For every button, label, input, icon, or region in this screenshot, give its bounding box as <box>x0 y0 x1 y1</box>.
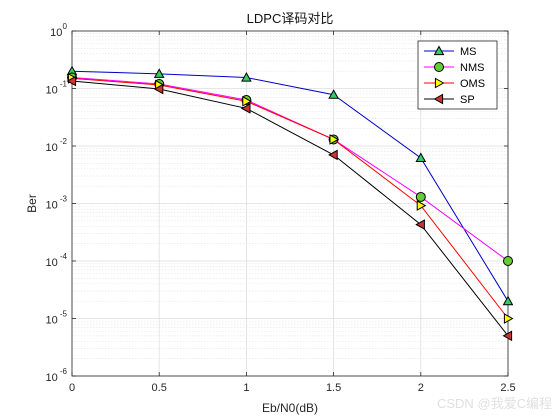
y-tick-exponent: -1 <box>60 80 68 89</box>
legend-swatch-marker <box>434 77 445 89</box>
y-tick-label: -610 <box>46 367 68 384</box>
y-tick-base: 10 <box>46 142 58 154</box>
data-point <box>328 89 339 99</box>
data-point <box>503 256 513 266</box>
y-tick-label: 010 <box>50 22 67 39</box>
chart-title: LDPC译码对比 <box>247 11 334 26</box>
legend-item-oms: OMS <box>424 77 485 90</box>
y-tick-exponent: -5 <box>60 310 68 319</box>
legend-item-nms: NMS <box>424 62 484 74</box>
data-point <box>153 83 164 95</box>
series-line <box>71 77 509 319</box>
data-point <box>416 200 427 211</box>
legend-label: SP <box>460 94 475 106</box>
y-tick-exponent: -2 <box>60 137 68 146</box>
y-tick-base: 10 <box>46 200 58 212</box>
y-tick-base: 10 <box>50 27 62 39</box>
y-tick-exponent: -4 <box>60 252 68 261</box>
series-line <box>71 70 509 302</box>
series-line <box>71 80 509 337</box>
y-tick-label: -310 <box>46 195 68 212</box>
x-tick-label: 0 <box>69 382 75 394</box>
legend-item-sp: SP <box>424 93 475 106</box>
y-tick-label: -510 <box>46 310 68 327</box>
legend-swatch-marker <box>434 62 444 72</box>
series-ms <box>66 65 514 306</box>
x-axis-label: Eb/N0(dB) <box>262 401 318 415</box>
y-tick-base: 10 <box>46 85 58 97</box>
series-sp <box>66 75 513 342</box>
legend-swatch-marker <box>433 45 445 56</box>
series-line <box>71 77 509 262</box>
data-point <box>415 191 426 202</box>
y-tick-base: 10 <box>46 315 58 327</box>
y-tick-label: -210 <box>46 137 68 154</box>
legend-item-ms: MS <box>424 45 477 58</box>
y-tick-base: 10 <box>46 257 58 269</box>
data-point <box>328 149 338 161</box>
data-point <box>66 75 77 87</box>
y-tick-exponent: 0 <box>63 22 68 31</box>
data-point <box>329 134 340 145</box>
data-point <box>240 103 251 114</box>
legend-box <box>417 40 498 110</box>
legend-label: OMS <box>460 78 485 90</box>
legend-label: MS <box>460 46 477 58</box>
data-point <box>415 219 425 230</box>
x-tick-label: 2 <box>418 382 424 394</box>
data-point <box>242 95 252 107</box>
legend-swatch-marker <box>433 93 444 105</box>
data-point <box>502 295 514 306</box>
legend: MS NMS OMS SP <box>417 40 498 110</box>
y-axis-label: Ber <box>25 194 39 213</box>
series-lines <box>66 65 514 342</box>
data-point <box>503 313 514 324</box>
x-tick-label: 2.5 <box>500 382 515 394</box>
y-tick-base: 10 <box>46 372 58 384</box>
watermark: CSDN @我爱C编程 <box>437 396 552 411</box>
y-tick-exponent: -3 <box>60 195 68 204</box>
data-point <box>153 68 165 78</box>
data-point <box>415 152 427 163</box>
x-tick-label: 0.5 <box>152 382 167 394</box>
x-tick-label: 1.5 <box>326 382 341 394</box>
x-tick-label: 1 <box>243 382 249 394</box>
data-point <box>241 72 252 82</box>
y-tick-label: -110 <box>46 80 68 97</box>
y-tick-label: -410 <box>46 252 68 269</box>
legend-label: NMS <box>460 62 484 74</box>
y-tick-exponent: -6 <box>60 367 68 376</box>
data-point <box>502 330 513 342</box>
